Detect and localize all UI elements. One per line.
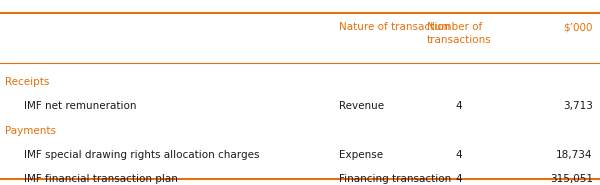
Text: 3,713: 3,713	[563, 101, 593, 111]
Text: IMF financial transaction plan: IMF financial transaction plan	[24, 174, 178, 184]
Text: 315,051: 315,051	[550, 174, 593, 184]
Text: Revenue: Revenue	[339, 101, 384, 111]
Text: IMF net remuneration: IMF net remuneration	[24, 101, 137, 111]
Text: Nature of transaction: Nature of transaction	[339, 22, 450, 32]
Text: $’000: $’000	[563, 22, 593, 32]
Text: Expense: Expense	[339, 150, 383, 160]
Text: 4: 4	[455, 101, 463, 111]
Text: 4: 4	[455, 174, 463, 184]
Text: Receipts: Receipts	[5, 77, 49, 87]
Text: 4: 4	[455, 150, 463, 160]
Text: 18,734: 18,734	[556, 150, 593, 160]
Text: Financing transaction: Financing transaction	[339, 174, 451, 184]
Text: Number of
transactions: Number of transactions	[427, 22, 491, 45]
Text: Payments: Payments	[5, 126, 56, 136]
Text: IMF special drawing rights allocation charges: IMF special drawing rights allocation ch…	[24, 150, 260, 160]
